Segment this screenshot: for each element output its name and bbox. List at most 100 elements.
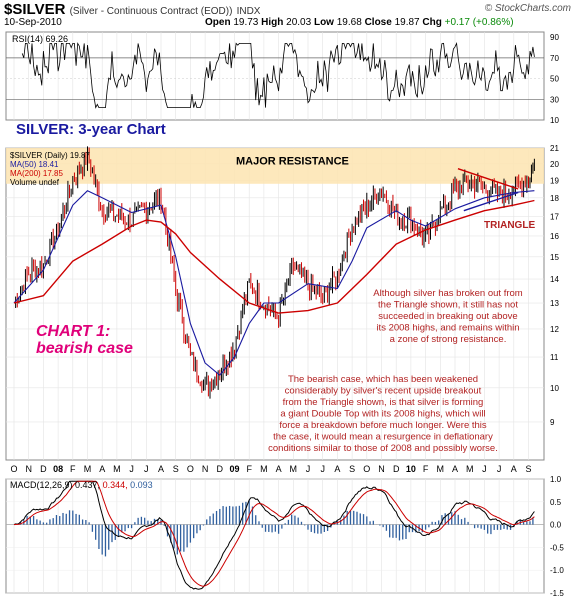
price-tick-label: 18 [550, 194, 559, 203]
month-tick-label: A [334, 464, 340, 474]
annotation-breakout-note-line: its 2008 highs, and remains within [376, 323, 519, 334]
rsi-tick-label: 10 [550, 116, 559, 125]
chart-subtitle: SILVER: 3-year Chart [16, 121, 166, 138]
close-value: 19.87 [394, 17, 420, 28]
low-value: 19.68 [336, 17, 362, 28]
chart-symbol-title: $SILVER (Silver - Continuous Contract (E… [4, 1, 260, 18]
price-tick-label: 21 [550, 144, 559, 153]
macd-label: MACD(12,26,9) 0.437, 0.344, 0.093 [10, 480, 153, 490]
month-tick-label: D [217, 464, 224, 474]
month-tick-label: M [113, 464, 121, 474]
month-tick-label: M [290, 464, 298, 474]
price-tick-label: 20 [550, 160, 559, 169]
month-tick-label: D [393, 464, 400, 474]
ma200-line [13, 199, 535, 314]
month-tick-label: M [84, 464, 92, 474]
month-tick-label: J [320, 464, 325, 474]
macd-signal-line [13, 480, 535, 587]
price-tick-label: 13 [550, 299, 559, 308]
annotation-bearish-note-line: the case, it would mean a resurgence in … [273, 432, 493, 443]
month-tick-label: N [378, 464, 385, 474]
month-tick-label: O [187, 464, 194, 474]
annotation-bearish-note-line: conditions similar to those of 2008 and … [268, 443, 498, 454]
month-tick-label: M [466, 464, 474, 474]
month-tick-label: D [40, 464, 47, 474]
price-legend-entry: Volume undef [10, 178, 60, 187]
macd-tick-label: -1.5 [550, 589, 564, 598]
ma50-line [13, 190, 535, 376]
month-tick-label: 08 [53, 464, 63, 474]
annotation-bearish-note-line: The bearish case, which has been weakene… [288, 374, 478, 385]
change-value: +0.17 (+0.86%) [444, 17, 514, 28]
annotation-breakout-note-line: succeeded in breaking out above [378, 311, 517, 322]
month-tick-label: J [482, 464, 487, 474]
month-tick-label: F [70, 464, 76, 474]
triangle-upper-line [457, 167, 519, 190]
month-tick-label: 09 [229, 464, 239, 474]
annotation-bearish-note-line: a giant Double Top with its 2008 highs, … [280, 409, 485, 420]
macd-label-signal: 0.344, [103, 480, 131, 490]
price-tick-label: 11 [550, 353, 559, 362]
macd-tick-label: 0.0 [550, 521, 562, 530]
month-tick-label: F [423, 464, 429, 474]
month-tick-label: S [349, 464, 355, 474]
month-tick-label: A [276, 464, 282, 474]
triangle-lower-line [463, 191, 519, 212]
rsi-tick-label: 70 [550, 54, 559, 63]
month-tick-label: J [497, 464, 502, 474]
annotation-bearish-note-line: from the Triangle shown, is that silver … [283, 397, 484, 408]
rsi-tick-label: 30 [550, 95, 559, 104]
month-tick-label: 10 [406, 464, 416, 474]
macd-tick-label: 0.5 [550, 498, 562, 507]
rsi-tick-label: 50 [550, 75, 559, 84]
month-tick-label: A [452, 464, 458, 474]
macd-label-hist: 0.093 [130, 480, 153, 490]
macd-label-name: MACD(12,26,9) [10, 480, 75, 490]
annotation-chart1-sub: bearish case [36, 340, 133, 357]
annotation-triangle: TRIANGLE [484, 220, 535, 231]
stockcharts-brand: © StockCharts.com [484, 3, 571, 14]
rsi-label: RSI(14) 69.26 [12, 34, 68, 44]
annotation-chart1-label: CHART 1: [36, 323, 110, 340]
month-tick-label: F [246, 464, 252, 474]
price-tick-label: 9 [550, 418, 555, 427]
rsi-tick-label: 90 [550, 33, 559, 42]
annotation-bearish-note-line: considerably by silver's recent upside b… [285, 386, 482, 397]
month-tick-label: A [158, 464, 164, 474]
price-tick-label: 17 [550, 212, 559, 221]
month-tick-label: M [260, 464, 268, 474]
price-legend-entry: $SILVER (Daily) 19.87 [10, 151, 90, 160]
price-tick-label: 16 [550, 232, 559, 241]
price-legend-entry: MA(50) 18.41 [10, 160, 59, 169]
high-value: 20.03 [286, 17, 312, 28]
month-tick-label: N [25, 464, 32, 474]
price-tick-label: 19 [550, 176, 559, 185]
ohlc-readout: Open 19.73 High 20.03 Low 19.68 Close 19… [205, 17, 514, 28]
month-tick-label: O [10, 464, 17, 474]
annotation-breakout-note-line: the Triangle shown, it still has not [378, 300, 518, 311]
symbol: $SILVER [4, 1, 66, 18]
price-tick-label: 14 [550, 275, 559, 284]
exchange: INDX [236, 6, 261, 17]
price-tick-label: 15 [550, 253, 559, 262]
macd-label-macd: 0.437, [75, 480, 103, 490]
month-tick-label: A [99, 464, 105, 474]
annotation-bearish-note-line: force a breakdown before much longer. We… [279, 420, 487, 431]
macd-tick-label: -0.5 [550, 543, 564, 552]
month-tick-label: J [129, 464, 134, 474]
month-tick-label: N [202, 464, 209, 474]
symbol-description: (Silver - Continuous Contract (EOD)) [69, 6, 233, 17]
rsi-line [21, 41, 535, 109]
annotation-breakout-note-line: Although silver has broken out from [373, 288, 523, 299]
price-legend-entry: MA(200) 17.85 [10, 169, 63, 178]
annotation-major-resistance: MAJOR RESISTANCE [236, 156, 349, 168]
macd-line [13, 480, 535, 590]
price-tick-label: 10 [550, 384, 559, 393]
open-value: 19.73 [233, 17, 259, 28]
month-tick-label: J [306, 464, 311, 474]
macd-tick-label: 1.0 [550, 475, 562, 484]
month-tick-label: O [363, 464, 370, 474]
price-tick-label: 12 [550, 325, 559, 334]
month-tick-label: S [173, 464, 179, 474]
